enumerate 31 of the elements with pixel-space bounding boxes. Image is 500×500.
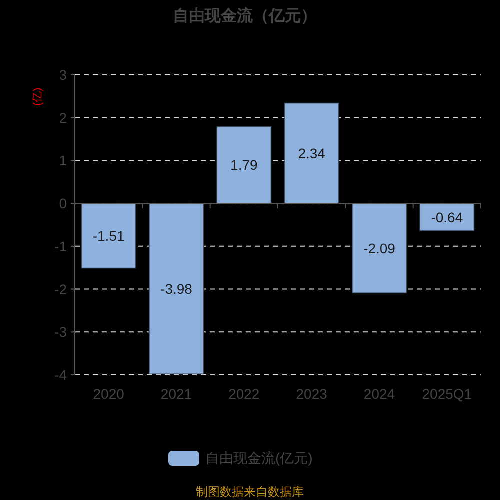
data-label: 2.34 [298,145,326,162]
x-tick-label: 2022 [228,386,260,402]
y-tick-label: 3 [59,67,68,83]
x-tick-label: 2025Q1 [422,386,472,402]
legend-label: 自由现金流(亿元) [206,450,313,466]
data-label: -1.51 [92,228,125,244]
data-label: 1.79 [230,157,258,174]
x-tick-label: 2024 [364,386,396,402]
bar [149,203,204,375]
y-tick-label: 0 [59,196,68,212]
y-axis-title: (亿) [32,88,44,106]
bar [420,203,475,232]
legend: 自由现金流(亿元) [168,450,313,466]
y-tick-label: 1 [59,152,68,169]
y-tick-label: -1 [54,238,68,254]
data-label: -2.09 [364,240,396,256]
bar [216,126,272,204]
y-tick-label: -4 [54,367,68,383]
bar [352,203,407,294]
bar [284,102,340,204]
x-tick-label: 2020 [93,386,125,402]
x-tick-label: 2021 [160,386,192,402]
chart-title: 自由现金流（亿元） [173,6,317,25]
data-label: -0.64 [431,209,464,226]
x-tick-label: 2023 [296,386,328,402]
data-label: -3.98 [160,280,193,297]
bar [81,203,136,269]
y-tick-label: 2 [59,110,68,126]
y-tick-label: -3 [54,324,68,340]
text: 制图数据来自数据库 [196,485,304,499]
y-tick-label: -2 [54,281,68,298]
